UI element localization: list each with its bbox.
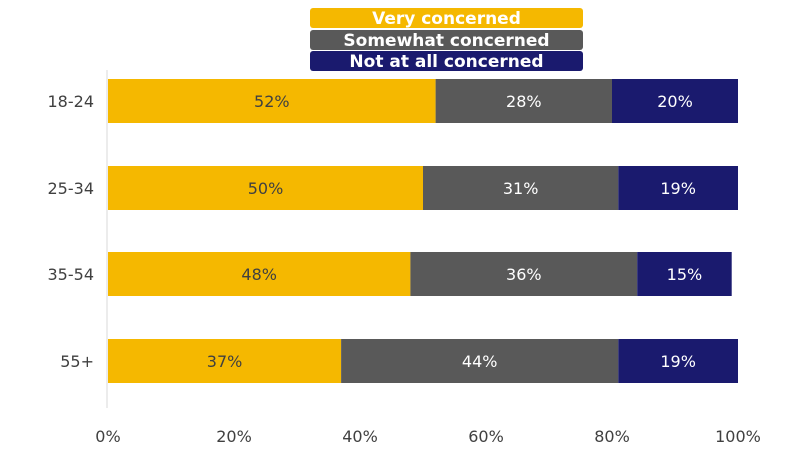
x-tick-label-60pct: 60% — [468, 427, 504, 446]
legend-label-not-at-all-concerned: Not at all concerned — [349, 52, 543, 72]
legend-item-somewhat-concerned: Somewhat concerned — [310, 30, 583, 51]
data-label-25-34-very-concerned: 50% — [248, 179, 284, 198]
data-label-35-54-not-at-all-concerned: 15% — [667, 265, 703, 284]
bar-55-plus-somewhat-concerned — [341, 339, 619, 383]
data-label-25-34-not-at-all-concerned: 19% — [660, 179, 696, 198]
bar-25-34-very-concerned — [108, 166, 423, 210]
legend-swatch-very-concerned — [310, 8, 583, 28]
legend-swatch-not-at-all-concerned — [310, 51, 583, 71]
data-label-18-24-not-at-all-concerned: 20% — [657, 92, 693, 111]
x-tick-label-80pct: 80% — [594, 427, 630, 446]
category-labels: 18-24 25-34 35-54 55+ — [48, 92, 95, 371]
bar-35-54-very-concerned — [108, 252, 411, 296]
category-label-18-24: 18-24 — [48, 92, 95, 111]
category-label-25-34: 25-34 — [48, 179, 95, 198]
bar-18-24-somewhat-concerned — [435, 79, 612, 123]
data-label-55-plus-somewhat-concerned: 44% — [462, 352, 498, 371]
legend-item-not-at-all-concerned: Not at all concerned — [310, 51, 583, 72]
bar-25-34-somewhat-concerned — [423, 166, 619, 210]
x-tick-label-0pct: 0% — [95, 427, 120, 446]
legend-swatch-somewhat-concerned — [310, 30, 583, 50]
bars: 52% 28% 20% 50% 31% 19% 48% 36% 15% 37% 44% 19% — [108, 79, 738, 383]
data-label-35-54-very-concerned: 48% — [241, 265, 277, 284]
data-label-18-24-somewhat-concerned: 28% — [506, 92, 542, 111]
x-tick-label-40pct: 40% — [342, 427, 378, 446]
x-tick-label-20pct: 20% — [216, 427, 252, 446]
data-label-25-34-somewhat-concerned: 31% — [503, 179, 539, 198]
category-label-35-54: 35-54 — [48, 265, 95, 284]
data-label-55-plus-very-concerned: 37% — [207, 352, 243, 371]
x-tick-label-100pct: 100% — [715, 427, 761, 446]
bar-25-34-not-at-all-concerned — [618, 166, 738, 210]
data-label-55-plus-not-at-all-concerned: 19% — [660, 352, 696, 371]
category-label-55-plus: 55+ — [60, 352, 94, 371]
legend-label-somewhat-concerned: Somewhat concerned — [343, 31, 549, 51]
x-axis-ticks: 0% 20% 40% 60% 80% 100% — [95, 427, 761, 446]
data-label-35-54-somewhat-concerned: 36% — [506, 265, 542, 284]
bar-18-24-not-at-all-concerned — [612, 79, 738, 123]
bar-55-plus-not-at-all-concerned — [618, 339, 738, 383]
bar-35-54-somewhat-concerned — [410, 252, 638, 296]
legend-item-very-concerned: Very concerned — [310, 8, 583, 29]
bar-55-plus-very-concerned — [108, 339, 342, 383]
data-label-18-24-very-concerned: 52% — [254, 92, 290, 111]
bar-35-54-not-at-all-concerned — [637, 252, 732, 296]
bar-18-24-very-concerned — [108, 79, 436, 123]
legend-label-very-concerned: Very concerned — [372, 9, 521, 29]
